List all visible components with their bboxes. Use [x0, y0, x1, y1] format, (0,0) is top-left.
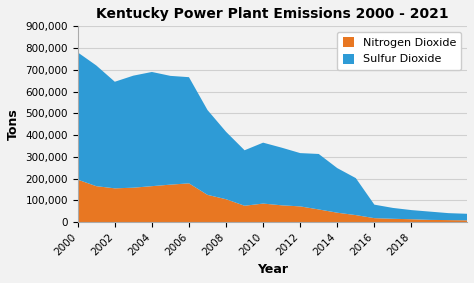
- Y-axis label: Tons: Tons: [7, 108, 20, 140]
- Title: Kentucky Power Plant Emissions 2000 - 2021: Kentucky Power Plant Emissions 2000 - 20…: [96, 7, 449, 21]
- X-axis label: Year: Year: [257, 263, 288, 276]
- Legend: Nitrogen Dioxide, Sulfur Dioxide: Nitrogen Dioxide, Sulfur Dioxide: [337, 32, 462, 70]
